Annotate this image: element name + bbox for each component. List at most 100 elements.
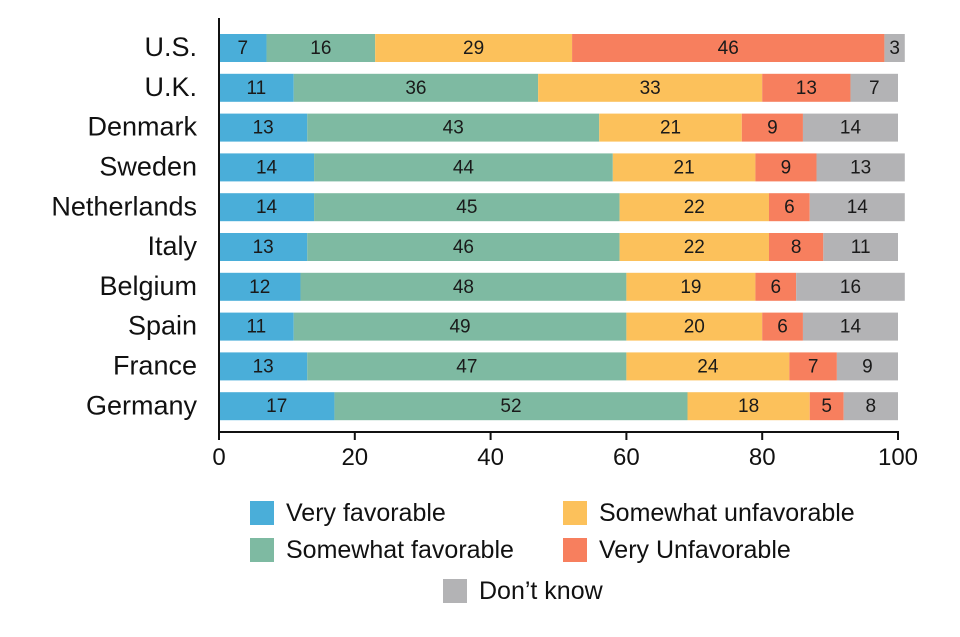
data-label-italy-somewhat-unfavorable: 22 (684, 237, 705, 258)
category-label-denmark: Denmark (87, 112, 197, 142)
bar-germany-somewhat-unfavorable (687, 392, 810, 421)
data-label-france-very-unfavorable: 7 (808, 356, 819, 377)
x-tick-label-20: 20 (341, 444, 368, 471)
data-label-italy-don-t-know: 11 (851, 237, 871, 258)
data-label-netherlands-somewhat-unfavorable: 22 (684, 197, 705, 218)
data-label-netherlands-somewhat-favorable: 45 (456, 197, 477, 218)
bar-spain-don-t-know (802, 312, 898, 341)
category-label-spain: Spain (128, 311, 197, 341)
data-label-belgium-somewhat-unfavorable: 19 (680, 277, 701, 298)
data-label-u-s-very-favorable: 7 (237, 38, 248, 59)
bar-u-s-very-unfavorable (572, 34, 885, 62)
bar-germany-very-unfavorable (809, 392, 844, 421)
bar-belgium-very-favorable (219, 272, 301, 301)
data-label-spain-somewhat-favorable: 49 (449, 317, 470, 338)
bar-spain-somewhat-unfavorable (626, 312, 763, 341)
data-label-sweden-very-unfavorable: 9 (781, 157, 792, 178)
bar-netherlands-very-unfavorable (768, 193, 810, 222)
bar-france-don-t-know (836, 352, 898, 381)
data-label-belgium-very-favorable: 12 (249, 277, 270, 298)
bar-u-k-very-favorable (219, 73, 294, 102)
data-label-germany-somewhat-unfavorable: 18 (738, 396, 759, 417)
data-label-denmark-don-t-know: 14 (840, 118, 862, 139)
bar-netherlands-somewhat-favorable (314, 193, 620, 222)
bar-u-k-don-t-know (850, 73, 898, 102)
bar-denmark-very-favorable (219, 113, 308, 142)
bar-italy-very-unfavorable (768, 233, 824, 261)
bar-denmark-don-t-know (802, 113, 898, 142)
bar-u-k-somewhat-unfavorable (538, 73, 763, 102)
bar-italy-don-t-know (823, 233, 898, 261)
bar-u-s-somewhat-unfavorable (375, 34, 573, 62)
bar-u-s-don-t-know (884, 34, 905, 62)
data-label-u-k-don-t-know: 7 (869, 78, 880, 99)
category-label-france: France (113, 351, 197, 381)
data-label-netherlands-don-t-know: 14 (847, 197, 869, 218)
bar-u-k-somewhat-favorable (293, 73, 539, 102)
data-label-italy-somewhat-favorable: 46 (453, 237, 474, 258)
category-label-sweden: Sweden (99, 152, 197, 182)
data-label-belgium-don-t-know: 16 (840, 277, 861, 298)
bar-u-s-somewhat-favorable (266, 34, 376, 62)
data-label-france-very-favorable: 13 (253, 356, 274, 377)
bar-italy-very-favorable (219, 233, 308, 261)
data-label-spain-very-favorable: 11 (246, 317, 266, 338)
bar-spain-somewhat-favorable (293, 312, 627, 341)
category-label-netherlands: Netherlands (51, 191, 197, 221)
bar-italy-somewhat-favorable (307, 233, 620, 261)
bar-netherlands-very-favorable (219, 193, 315, 222)
data-label-france-somewhat-favorable: 47 (456, 356, 477, 377)
bar-sweden-don-t-know (816, 153, 905, 182)
x-tick-label-0: 0 (212, 444, 225, 471)
data-label-germany-don-t-know: 8 (866, 396, 877, 417)
category-label-belgium: Belgium (99, 271, 197, 301)
data-label-germany-very-unfavorable: 5 (821, 396, 832, 417)
data-label-belgium-very-unfavorable: 6 (770, 277, 781, 298)
bar-france-very-favorable (219, 352, 308, 381)
category-label-u-s: U.S. (144, 32, 197, 62)
data-label-denmark-somewhat-unfavorable: 21 (660, 118, 681, 139)
data-label-sweden-somewhat-favorable: 44 (453, 157, 475, 178)
bar-spain-very-favorable (219, 312, 294, 341)
data-label-netherlands-very-unfavorable: 6 (784, 197, 795, 218)
x-axis: 0 20 40 60 80 100 (212, 18, 918, 471)
bar-france-somewhat-unfavorable (626, 352, 790, 381)
bar-belgium-somewhat-favorable (300, 272, 627, 301)
data-label-italy-very-favorable: 13 (253, 237, 274, 258)
x-tick-label-40: 40 (477, 444, 504, 471)
category-label-italy: Italy (147, 231, 197, 261)
data-label-u-s-somewhat-unfavorable: 29 (463, 38, 484, 59)
data-label-sweden-somewhat-unfavorable: 21 (674, 157, 695, 178)
bar-belgium-somewhat-unfavorable (626, 272, 756, 301)
bar-sweden-somewhat-favorable (314, 153, 613, 182)
data-label-u-s-don-t-know: 3 (889, 38, 900, 59)
data-label-france-somewhat-unfavorable: 24 (697, 356, 719, 377)
data-label-netherlands-very-favorable: 14 (256, 197, 278, 218)
bar-u-k-very-unfavorable (762, 73, 851, 102)
data-label-sweden-very-favorable: 14 (256, 157, 278, 178)
bar-france-somewhat-favorable (307, 352, 627, 381)
category-label-u-k: U.K. (144, 72, 197, 102)
bar-u-s-very-favorable (219, 34, 267, 62)
data-label-belgium-somewhat-favorable: 48 (453, 277, 474, 298)
data-label-france-don-t-know: 9 (862, 356, 873, 377)
data-label-u-k-very-favorable: 11 (246, 78, 266, 99)
data-label-denmark-somewhat-favorable: 43 (443, 118, 464, 139)
bar-denmark-very-unfavorable (741, 113, 803, 142)
bar-sweden-somewhat-unfavorable (612, 153, 756, 182)
data-label-u-k-somewhat-unfavorable: 33 (640, 78, 661, 99)
bar-sweden-very-favorable (219, 153, 315, 182)
bar-belgium-don-t-know (796, 272, 905, 301)
x-tick-label-60: 60 (613, 444, 640, 471)
bar-denmark-somewhat-unfavorable (599, 113, 742, 142)
bar-belgium-very-unfavorable (755, 272, 797, 301)
data-label-u-k-somewhat-favorable: 36 (405, 78, 426, 99)
data-label-spain-somewhat-unfavorable: 20 (684, 317, 705, 338)
bar-spain-very-unfavorable (762, 312, 803, 341)
bar-denmark-somewhat-favorable (307, 113, 600, 142)
bar-france-very-unfavorable (789, 352, 837, 381)
data-label-denmark-very-unfavorable: 9 (767, 118, 778, 139)
data-label-u-s-very-unfavorable: 46 (718, 38, 739, 59)
data-label-germany-very-favorable: 17 (266, 396, 287, 417)
data-label-germany-somewhat-favorable: 52 (500, 396, 521, 417)
